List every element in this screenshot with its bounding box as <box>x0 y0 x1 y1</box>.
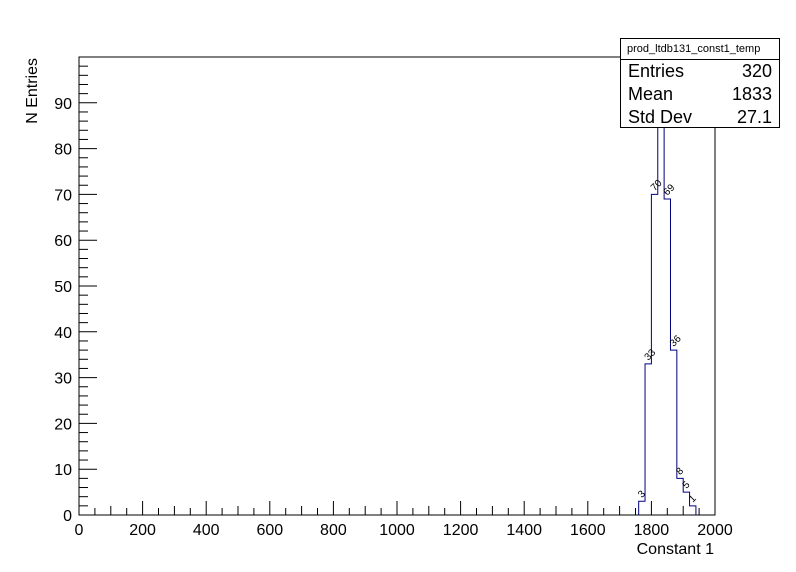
stats-mean-label: Mean <box>628 84 674 104</box>
stats-title: prod_ltdb131_const1_temp <box>621 39 779 60</box>
x-tick-label: 1200 <box>443 522 479 539</box>
x-tick-label: 600 <box>256 522 283 539</box>
y-tick-label: 80 <box>54 142 72 159</box>
y-tick-label: 90 <box>54 96 72 113</box>
x-axis-title: Constant 1 <box>637 541 714 558</box>
bin-value-label: 5 <box>681 479 693 491</box>
stats-stddev-row: Std Dev 27.1 <box>621 106 779 129</box>
stats-mean-value: 1833 <box>731 84 772 104</box>
histogram-bin <box>639 501 645 515</box>
histogram-bin <box>664 199 670 515</box>
y-tick-label: 20 <box>54 416 72 433</box>
x-tick-label: 400 <box>193 522 220 539</box>
y-tick-label: 30 <box>54 371 72 388</box>
histogram-bins <box>638 56 697 515</box>
stats-stddev-label: Std Dev <box>628 107 693 127</box>
stats-stddev-value: 27.1 <box>736 107 772 127</box>
y-tick-label: 0 <box>63 508 72 525</box>
bin-value-label: 1 <box>687 493 699 505</box>
y-axis: 0 10 20 30 40 50 60 70 80 90 <box>54 65 97 525</box>
histogram-bin <box>645 364 651 515</box>
x-axis: 0 200 400 600 800 1000 1200 1400 1600 1800 2000 <box>75 501 733 539</box>
bin-value-label: 33 <box>643 347 659 363</box>
stats-entries-row: Entries 320 <box>621 60 779 83</box>
y-axis-title: N Entries <box>24 58 41 124</box>
bin-value-label: 8 <box>674 465 686 477</box>
histogram-outline <box>638 56 697 515</box>
y-tick-label: 70 <box>54 187 72 204</box>
y-tick-label: 10 <box>54 462 72 479</box>
x-tick-label: 2000 <box>697 522 733 539</box>
histogram-bin <box>690 506 696 515</box>
x-tick-label: 1600 <box>570 522 606 539</box>
x-tick-label: 1000 <box>379 522 415 539</box>
histogram-bin <box>670 350 676 515</box>
stats-box: prod_ltdb131_const1_temp Entries 320 Mea… <box>620 38 780 128</box>
x-tick-label: 1400 <box>506 522 542 539</box>
x-tick-label: 0 <box>75 522 84 539</box>
stats-entries-value: 320 <box>741 61 772 81</box>
x-tick-label: 200 <box>129 522 156 539</box>
bin-value-label: 3 <box>636 488 648 500</box>
y-tick-label: 50 <box>54 279 72 296</box>
stats-entries-label: Entries <box>628 61 685 81</box>
x-tick-label: 1800 <box>634 522 670 539</box>
y-tick-label: 60 <box>54 233 72 250</box>
stats-mean-row: Mean 1833 <box>621 83 779 106</box>
x-tick-label: 800 <box>320 522 347 539</box>
y-tick-label: 40 <box>54 325 72 342</box>
